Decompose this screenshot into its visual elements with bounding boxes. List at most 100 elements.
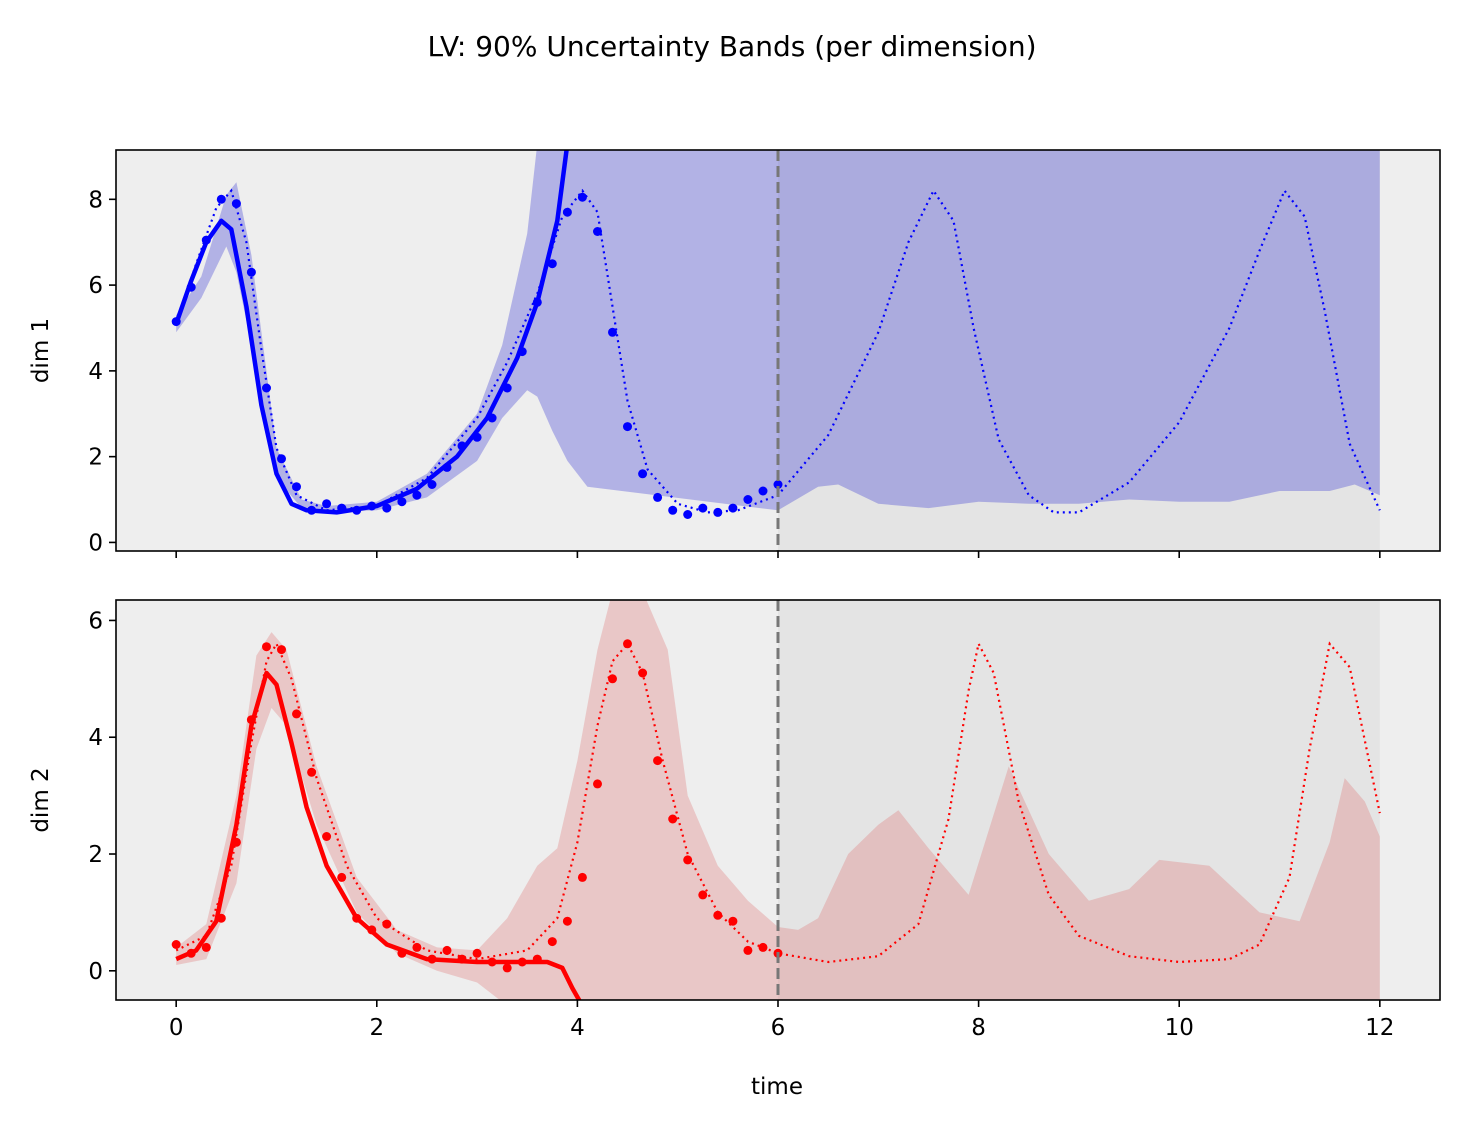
- observation-point: [728, 916, 738, 926]
- observation-point: [713, 507, 723, 517]
- y-tick-label: 4: [88, 359, 103, 385]
- observation-point: [773, 480, 783, 489]
- mean-prediction-line: [174, 150, 569, 515]
- observation-point: [216, 913, 226, 923]
- observation-point: [638, 469, 648, 479]
- observation-point: [547, 937, 557, 947]
- panel-1: 0 2 4 6 8 dim 1: [28, 149, 1441, 558]
- observation-point: [307, 505, 317, 515]
- observation-point: [262, 642, 271, 652]
- observation-point: [186, 948, 196, 958]
- observation-point: [397, 948, 407, 958]
- observation-point: [412, 942, 422, 952]
- observation-point: [246, 715, 256, 725]
- observation-point: [562, 916, 572, 926]
- observation-point: [292, 709, 301, 719]
- y-tick-label: 4: [88, 725, 103, 751]
- observation-point: [457, 441, 467, 451]
- observation-point: [171, 317, 181, 327]
- observation-point: [502, 963, 512, 973]
- y-tick-label: 6: [88, 608, 103, 634]
- observation-point: [322, 499, 332, 509]
- observation-point: [322, 832, 332, 841]
- observation-point: [728, 503, 738, 513]
- observation-point: [427, 480, 437, 489]
- observation-point: [457, 954, 467, 964]
- observation-point: [262, 383, 271, 393]
- y-tick-label: 8: [88, 187, 103, 213]
- observation-point: [186, 282, 196, 292]
- observation-point: [668, 505, 678, 515]
- x-tick-label: 10: [1165, 1015, 1194, 1041]
- observation-point: [683, 855, 693, 865]
- observation-point: [337, 872, 347, 882]
- observation-point: [593, 227, 602, 236]
- observation-point: [231, 199, 241, 209]
- observation-point: [307, 767, 317, 777]
- uncertainty-band: [176, 600, 1380, 1000]
- x-tick-label: 4: [570, 1015, 585, 1041]
- observation-point: [216, 194, 226, 204]
- chart-panels: 0 2 4 6 8 dim 1 0 2 4 6 0 2 4 6 8 10 12 dim 2: [28, 149, 1441, 1041]
- observation-point: [577, 192, 587, 202]
- panel-2: 0 2 4 6 0 2 4 6 8 10 12 dim 2: [28, 599, 1441, 1041]
- observation-point: [367, 501, 377, 511]
- observation-point: [472, 948, 482, 958]
- observation-point: [397, 497, 407, 507]
- observation-point: [517, 957, 527, 967]
- observation-point: [352, 913, 362, 923]
- observation-point: [201, 235, 211, 245]
- observation-point: [532, 297, 542, 307]
- observation-point: [246, 267, 256, 277]
- y-tick-label: 2: [88, 842, 103, 868]
- observation-point: [653, 756, 663, 766]
- observation-point: [743, 495, 753, 504]
- observation-point: [337, 503, 347, 513]
- observation-point: [547, 259, 557, 269]
- x-tick-label: 8: [971, 1015, 986, 1041]
- observation-point: [382, 503, 392, 513]
- observation-point: [367, 925, 377, 935]
- y-tick-label: 0: [88, 959, 103, 985]
- observation-point: [487, 957, 497, 967]
- observation-point: [517, 347, 527, 357]
- observation-point: [442, 945, 452, 955]
- observation-point: [231, 837, 241, 847]
- observation-point: [653, 492, 663, 502]
- x-tick-label: 12: [1365, 1015, 1394, 1041]
- x-tick-label: 0: [169, 1015, 184, 1041]
- panel-plot-area: [171, 600, 1381, 1000]
- observation-point: [532, 954, 542, 964]
- observation-point: [487, 413, 497, 423]
- observation-point: [472, 432, 482, 442]
- x-tick-label: 2: [369, 1015, 384, 1041]
- observation-point: [698, 890, 708, 900]
- observation-point: [743, 945, 753, 955]
- observation-point: [683, 510, 693, 519]
- observation-point: [698, 503, 708, 513]
- observation-point: [171, 940, 181, 949]
- observation-point: [638, 668, 648, 678]
- observation-point: [593, 779, 602, 789]
- observation-point: [758, 486, 768, 496]
- observation-point: [623, 422, 632, 432]
- observation-point: [713, 910, 723, 920]
- observation-point: [623, 639, 632, 649]
- observation-point: [382, 919, 392, 929]
- observation-point: [577, 872, 587, 882]
- forecast-region: [778, 600, 1380, 1000]
- mean-prediction-line: [175, 670, 582, 1000]
- observation-point: [412, 490, 422, 500]
- forecast-region: [778, 150, 1380, 551]
- y-axis-label: dim 2: [28, 767, 54, 832]
- y-tick-label: 6: [88, 273, 103, 299]
- observation-point: [562, 207, 572, 217]
- observation-point: [442, 462, 452, 472]
- y-tick-label: 0: [88, 530, 103, 556]
- observation-point: [277, 454, 286, 464]
- observation-point: [277, 645, 286, 655]
- observation-point: [427, 954, 437, 964]
- observation-point: [758, 942, 768, 952]
- x-tick-label: 6: [771, 1015, 786, 1041]
